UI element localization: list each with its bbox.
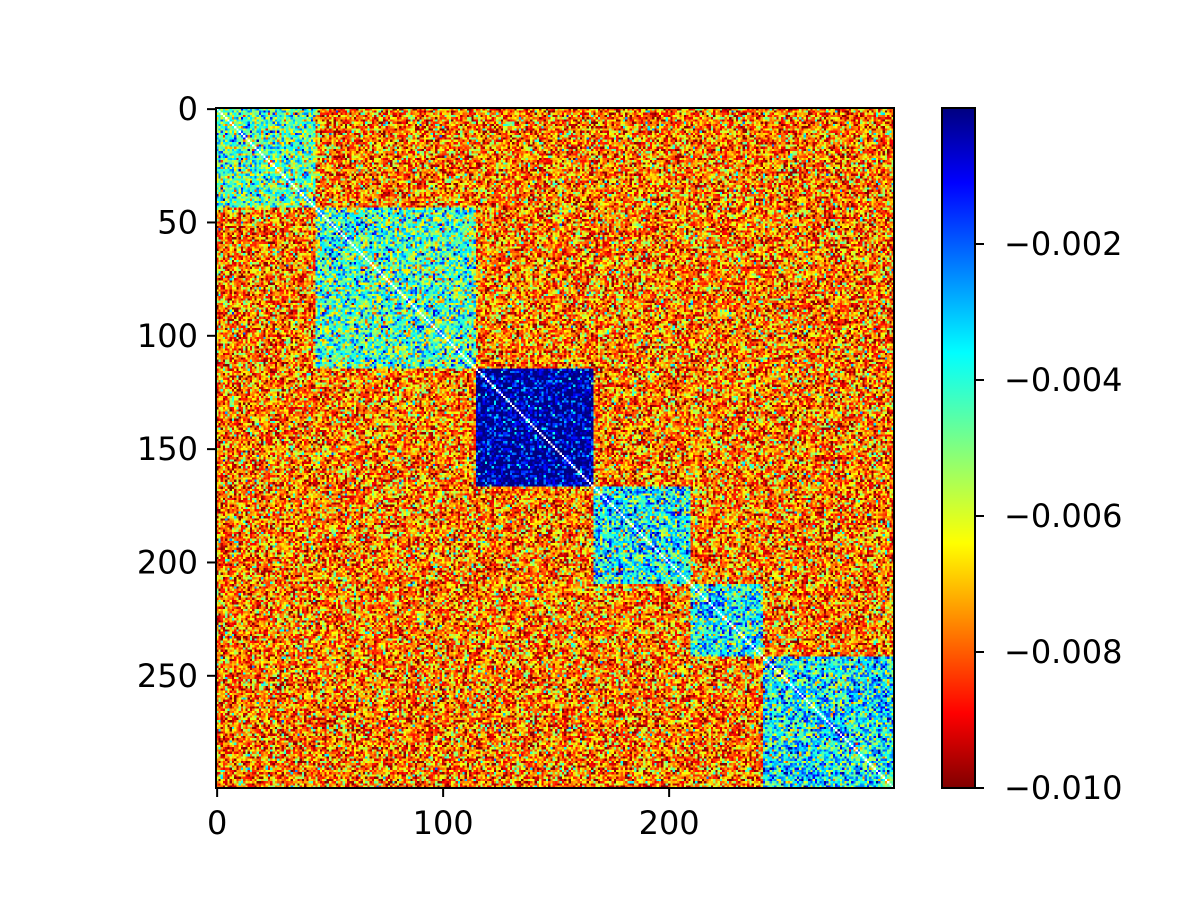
x-tick-label: 200 bbox=[639, 804, 700, 842]
colorbar-tick-label: −0.010 bbox=[1004, 769, 1122, 807]
x-tick-label: 100 bbox=[413, 804, 474, 842]
heatmap-image-container bbox=[216, 108, 894, 788]
heatmap-frame bbox=[215, 107, 895, 789]
y-tick-label: 150 bbox=[137, 430, 198, 468]
heatmap-image bbox=[216, 108, 894, 788]
colorbar-tick-label: −0.004 bbox=[1004, 361, 1122, 399]
y-axis-ticks: 0 50 100 150 200 250 bbox=[137, 90, 216, 695]
x-tick-label: 0 bbox=[207, 804, 227, 842]
x-axis-ticks: 0 100 200 bbox=[207, 788, 700, 842]
y-tick-label: 250 bbox=[137, 657, 198, 695]
y-tick-label: 100 bbox=[137, 317, 198, 355]
colorbar bbox=[941, 107, 976, 789]
y-tick-label: 50 bbox=[157, 203, 198, 241]
colorbar-tick-label: −0.006 bbox=[1004, 497, 1122, 535]
colorbar-tick-label: −0.008 bbox=[1004, 633, 1122, 671]
colorbar-ticks: −0.002 −0.004 −0.006 −0.008 −0.010 bbox=[975, 225, 1122, 807]
colorbar-tick-label: −0.002 bbox=[1004, 225, 1122, 263]
y-tick-label: 0 bbox=[178, 90, 198, 128]
y-tick-label: 200 bbox=[137, 543, 198, 581]
